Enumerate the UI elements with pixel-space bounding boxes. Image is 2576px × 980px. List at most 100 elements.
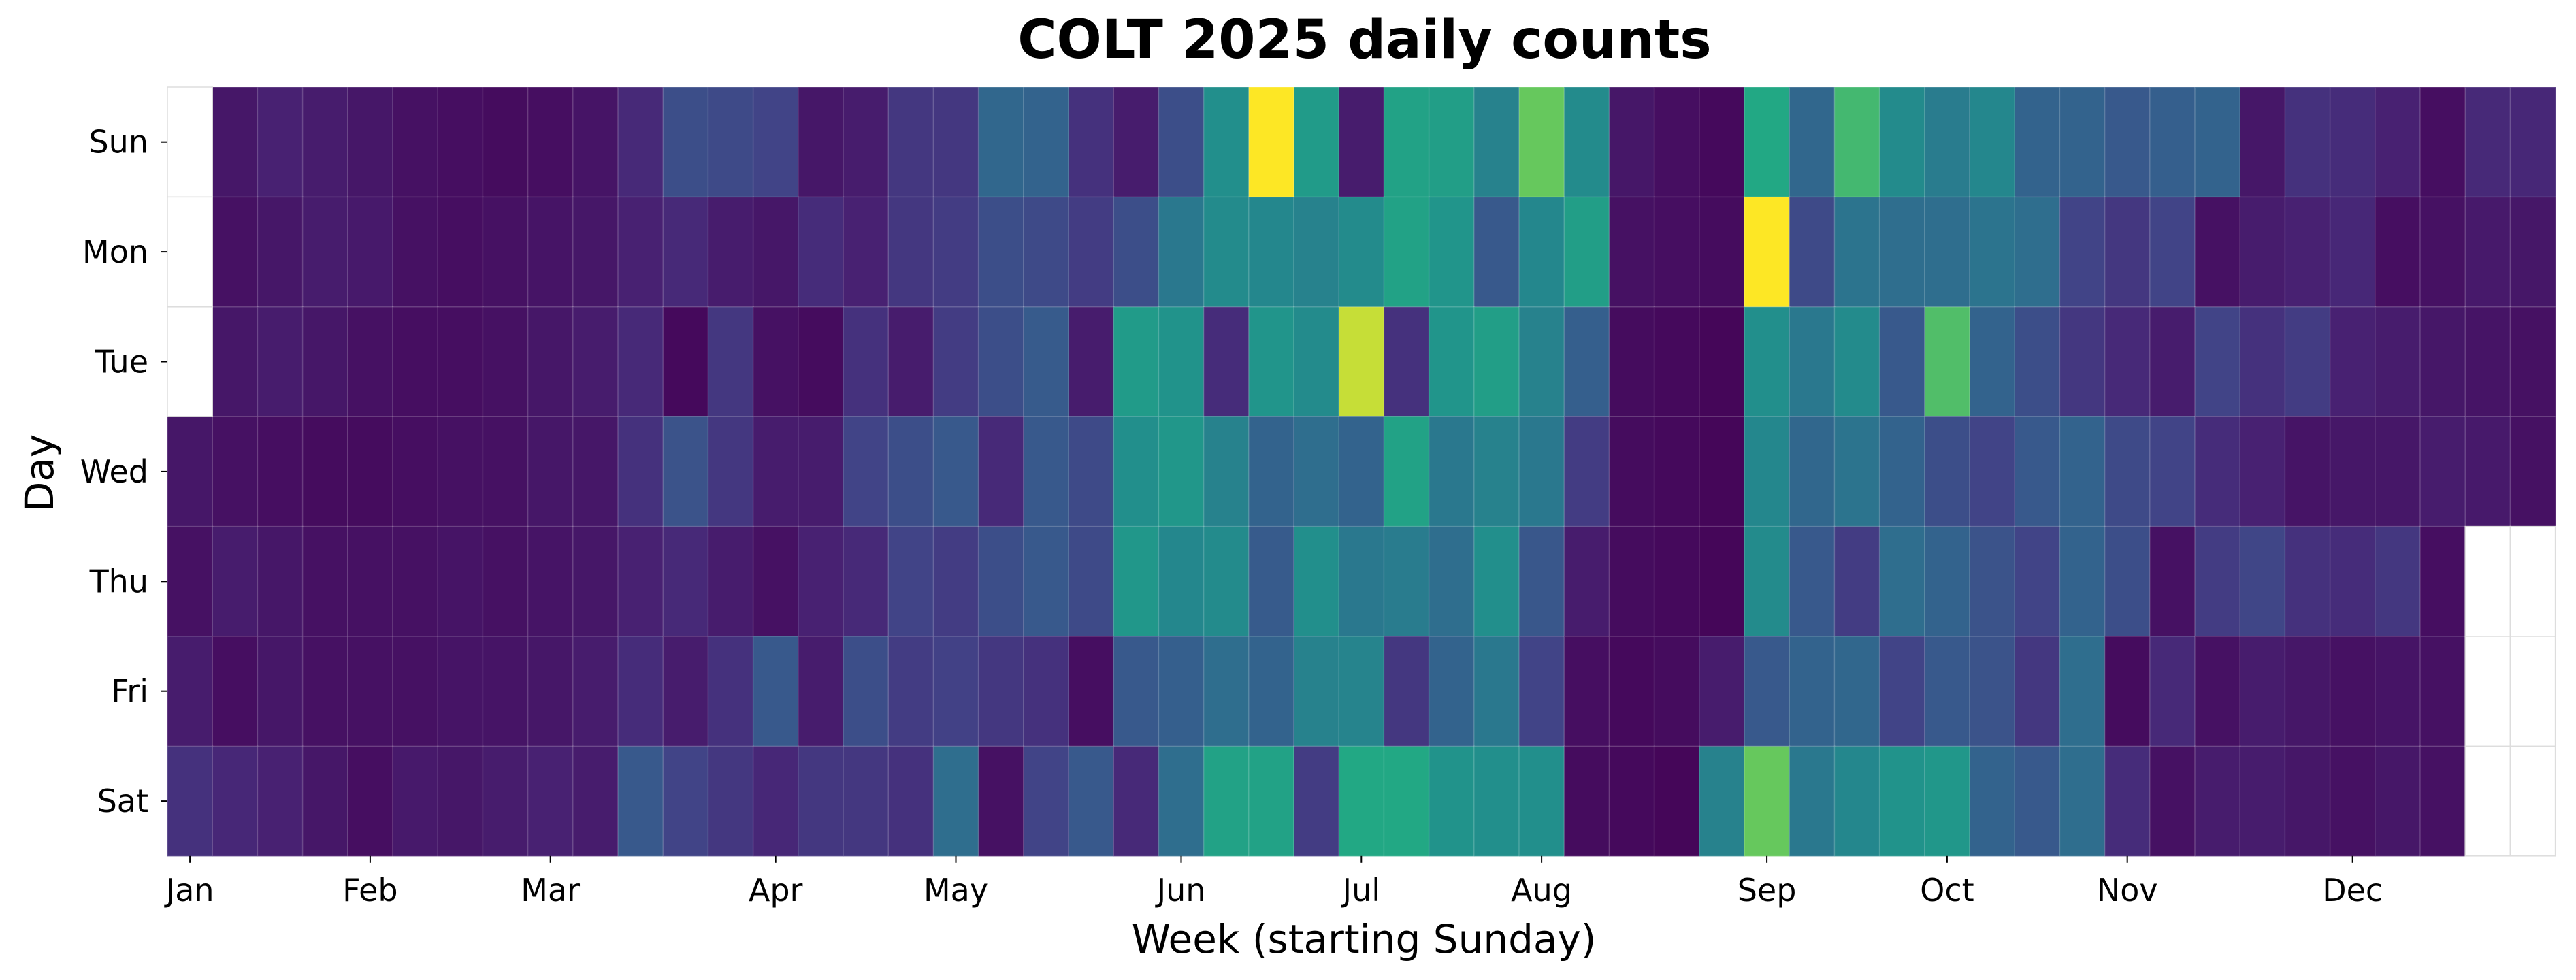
heatmap-cell [2059, 745, 2106, 858]
heatmap-cell [1113, 86, 1160, 198]
heatmap-cell [1924, 745, 1971, 858]
heatmap-cell [798, 745, 845, 858]
heatmap-cell [347, 525, 394, 638]
heatmap-cell [798, 306, 845, 418]
heatmap-cell [1924, 416, 1971, 527]
heatmap-cell [1518, 196, 1565, 308]
x-tick-label: Jun [1155, 872, 1206, 909]
heatmap-cell [2375, 745, 2422, 858]
heatmap-cell [482, 636, 529, 747]
heatmap-cell [212, 745, 259, 858]
heatmap-cell [527, 416, 574, 527]
heatmap-cell [527, 86, 574, 198]
heatmap-cell [1608, 416, 1655, 527]
heatmap-cell [1428, 306, 1476, 418]
heatmap-cell [301, 525, 349, 638]
heatmap-cell [1744, 525, 1791, 638]
heatmap-cell [212, 525, 259, 638]
heatmap-cell [1969, 745, 2016, 858]
heatmap-cell [1158, 525, 1205, 638]
heatmap-cell [2464, 196, 2511, 308]
x-tick-label: Oct [1920, 872, 1974, 909]
heatmap-cell [257, 636, 304, 747]
heatmap-cell [2239, 416, 2286, 527]
heatmap-cell [1158, 86, 1205, 198]
heatmap-cell [932, 745, 979, 858]
x-tick-label: Sep [1738, 872, 1797, 909]
heatmap-cell [572, 86, 619, 198]
heatmap-cell [347, 86, 394, 198]
heatmap-cell [2329, 525, 2377, 638]
heatmap-cell [1969, 636, 2016, 747]
heatmap-cell [572, 196, 619, 308]
heatmap-cell [2329, 416, 2377, 527]
heatmap-cell [1113, 636, 1160, 747]
heatmap-cell [1158, 306, 1205, 418]
heatmap-cell [707, 416, 754, 527]
heatmap-cell [1068, 416, 1115, 527]
heatmap-cell [1293, 86, 1340, 198]
heatmap-cell [2375, 416, 2422, 527]
heatmap-cell [2509, 416, 2556, 527]
heatmap-cell [1068, 636, 1115, 747]
heatmap-cell [1653, 86, 1701, 198]
heatmap-cell [1969, 306, 2016, 418]
heatmap-cell [932, 196, 979, 308]
heatmap-cell [2239, 196, 2286, 308]
heatmap-cell [798, 636, 845, 747]
heatmap-cell [2509, 196, 2556, 308]
heatmap-cell [843, 636, 890, 747]
heatmap-cell [2194, 196, 2241, 308]
heatmap-cell [1833, 196, 1880, 308]
heatmap-cell [752, 416, 800, 527]
heatmap-cell [1699, 306, 1746, 418]
heatmap-cell [1878, 306, 1926, 418]
heatmap-cell [1653, 636, 1701, 747]
heatmap-cell [572, 745, 619, 858]
heatmap-cell [887, 86, 934, 198]
heatmap-cell [1518, 416, 1565, 527]
y-tick-label: Wed [80, 453, 148, 490]
heatmap-cell [1473, 525, 1520, 638]
heatmap-cell [1113, 306, 1160, 418]
x-tick-label: Dec [2322, 872, 2383, 909]
heatmap-cell [1293, 196, 1340, 308]
heatmap-cell [257, 196, 304, 308]
heatmap-cell [1113, 196, 1160, 308]
x-tick-label: May [924, 872, 988, 909]
heatmap-cell [2149, 86, 2196, 198]
heatmap-cell [1833, 745, 1880, 858]
heatmap-cell [1833, 306, 1880, 418]
heatmap-cell [392, 416, 439, 527]
heatmap-cell [2329, 306, 2377, 418]
heatmap-cell [437, 86, 484, 198]
heatmap-cell [2194, 636, 2241, 747]
heatmap-cell [437, 636, 484, 747]
heatmap-cell [1293, 416, 1340, 527]
heatmap-cell [2014, 416, 2061, 527]
heatmap-cell [2059, 416, 2106, 527]
heatmap-cell [1653, 416, 1701, 527]
heatmap-cell [1878, 196, 1926, 308]
heatmap-cell [1924, 636, 1971, 747]
heatmap-cell [2059, 525, 2106, 638]
heatmap-cell [1789, 525, 1836, 638]
heatmap-cell [2194, 745, 2241, 858]
heatmap-cell [167, 745, 214, 858]
heatmap-cell [1203, 745, 1250, 858]
heatmap-cell [392, 306, 439, 418]
heatmap-cell [2375, 86, 2422, 198]
heatmap-cell [843, 196, 890, 308]
heatmap-cell [1608, 525, 1655, 638]
heatmap-cell [1744, 416, 1791, 527]
heatmap-cell [482, 306, 529, 418]
heatmap-cell [1473, 196, 1520, 308]
heatmap-cell [1203, 525, 1250, 638]
heatmap-cell [2419, 196, 2466, 308]
heatmap-cell [1158, 196, 1205, 308]
heatmap-cell [1428, 636, 1476, 747]
heatmap-cell [257, 525, 304, 638]
heatmap-cell [617, 636, 664, 747]
heatmap-cell [843, 525, 890, 638]
heatmap-cell [2419, 636, 2466, 747]
